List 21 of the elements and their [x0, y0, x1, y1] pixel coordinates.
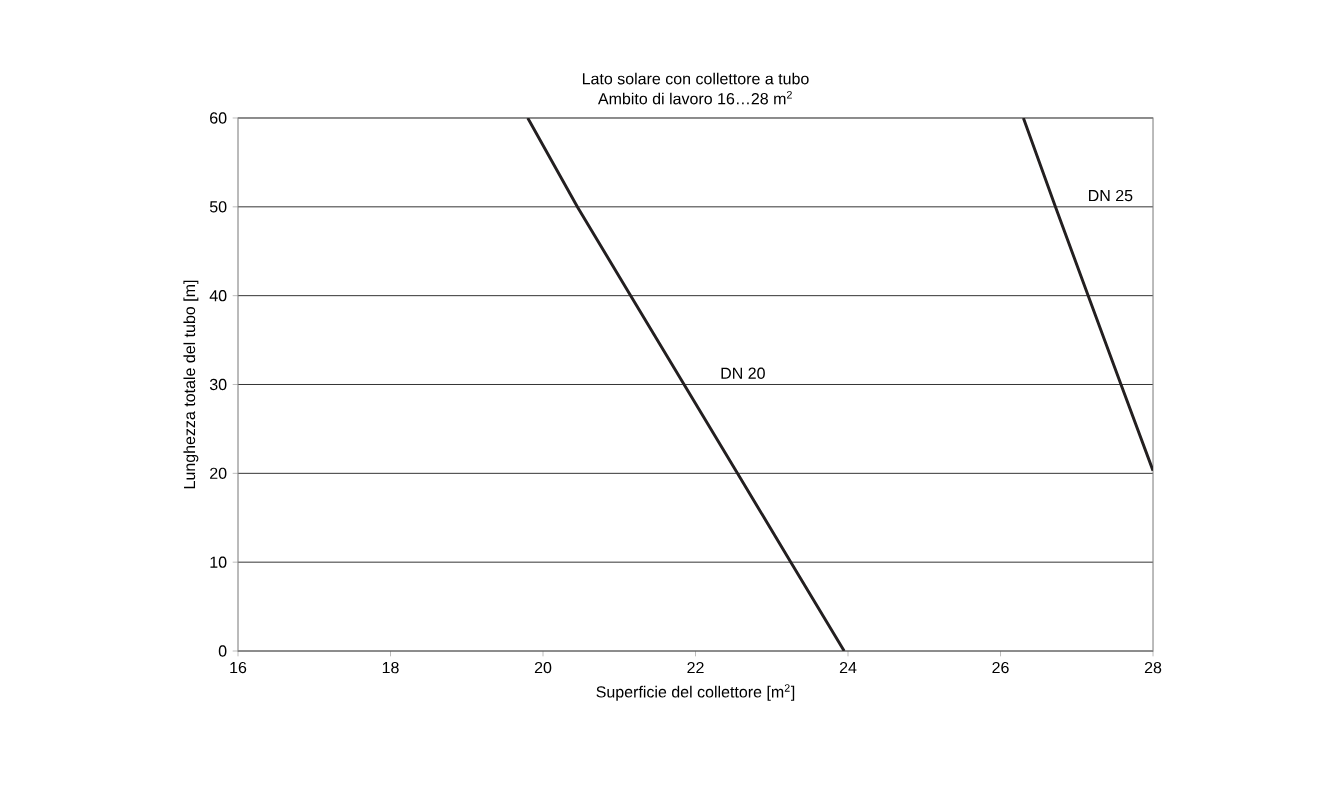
x-tick-label: 16 [230, 661, 247, 674]
y-tick-label: 0 [218, 645, 227, 657]
text: DN 20 [721, 367, 765, 379]
x-tick-label: 24 [839, 661, 857, 674]
y-tick-label: 30 [209, 378, 227, 391]
x-axis-title: Superficie del collettore [m$^{2}$] [596, 684, 795, 701]
y-tick-label: 50 [209, 201, 227, 213]
line-series [1021, 118, 1154, 473]
y-tick-label: 10 [210, 556, 227, 568]
x-tick-label: 20 [534, 661, 552, 674]
y-tick-label: 40 [209, 290, 227, 302]
y-axis-title: Lunghezza totale del tubo [m] [183, 280, 199, 489]
chart-title: Lato solare con collettore a tubo [582, 72, 809, 85]
y-tick-label: 20 [210, 467, 227, 479]
x-tick-label: 22 [687, 661, 704, 674]
x-tick-label: 18 [382, 661, 399, 674]
x-tick-label: 26 [992, 661, 1009, 674]
y-tick-label: 60 [210, 112, 227, 124]
chart-subtitle: Ambito di lavoro 16…28 m$^{2}$ [597, 90, 792, 105]
text: DN 25 [1089, 189, 1133, 202]
x-tick-label: 28 [1144, 661, 1162, 674]
